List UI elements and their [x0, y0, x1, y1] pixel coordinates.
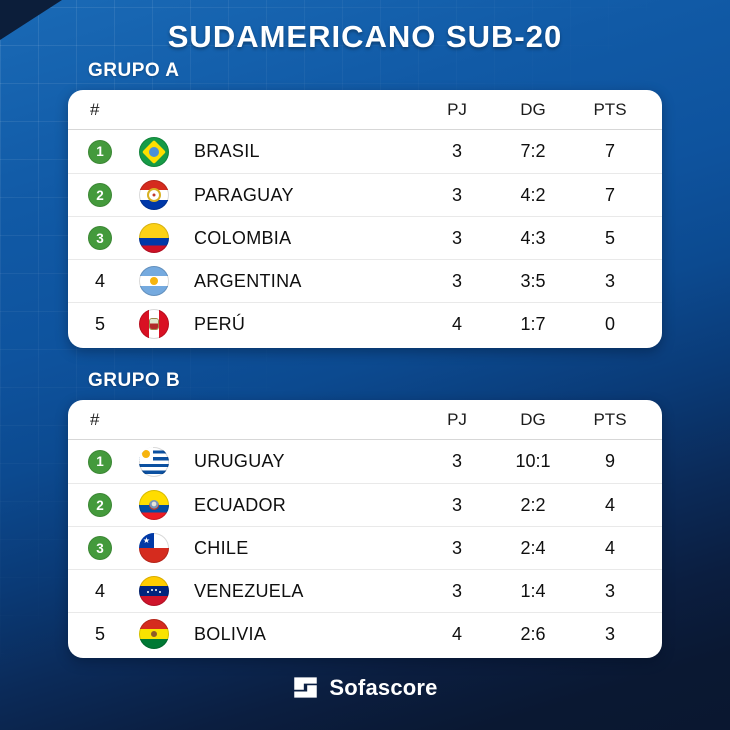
- group-b-label: GRUPO B: [88, 370, 181, 391]
- column-header-position: #: [90, 99, 100, 119]
- matches-played: 3: [451, 227, 462, 248]
- matches-played: 3: [451, 451, 462, 471]
- position-badge: 3: [88, 536, 112, 560]
- flag-paraguay-icon: [139, 180, 169, 210]
- team-name: PARAGUAY: [194, 184, 294, 205]
- column-header-pj: PJ: [447, 99, 467, 119]
- position-number: 5: [94, 623, 105, 644]
- goal-difference: 7:2: [520, 141, 546, 161]
- position-badge: 3: [88, 226, 112, 250]
- points: 7: [604, 184, 615, 205]
- column-header-dg: DG: [520, 409, 546, 429]
- team-name: ECUADOR: [194, 494, 287, 515]
- matches-played: 3: [451, 580, 462, 601]
- goal-difference: 2:6: [520, 623, 546, 644]
- position-number: 4: [94, 580, 105, 601]
- brand-footer: Sofascore: [0, 674, 730, 701]
- points: 3: [604, 623, 615, 644]
- team-name: ARGENTINA: [194, 270, 302, 291]
- goal-difference: 2:2: [520, 494, 546, 515]
- points: 4: [604, 494, 615, 515]
- team-name: BOLIVIA: [194, 623, 267, 644]
- table-row: 2 PARAGUAY 3 4:2 7: [68, 173, 662, 216]
- position-number: 5: [94, 313, 105, 334]
- column-header-pts: PTS: [593, 99, 627, 119]
- goal-difference: 4:3: [520, 227, 546, 248]
- group-b-table: # PJ DG PTS 1 URUGUAY 3 10:1 9 2 ECUADOR…: [68, 400, 662, 658]
- team-name: PERÚ: [194, 313, 246, 334]
- page-title: SUDAMERICANO SUB-20: [167, 19, 563, 54]
- matches-played: 3: [451, 184, 462, 205]
- position-badge: 2: [88, 183, 112, 207]
- position-badge: 1: [88, 139, 112, 164]
- table-row: 4 VENEZUELA 3 1:4 3: [68, 569, 662, 612]
- goal-difference: 10:1: [515, 451, 551, 471]
- position-badge: 2: [88, 493, 112, 517]
- table-header-row: # PJ DG PTS: [68, 400, 662, 440]
- points: 0: [604, 313, 615, 334]
- column-header-pts: PTS: [593, 409, 627, 429]
- brand-name: Sofascore: [329, 674, 438, 700]
- goal-difference: 4:2: [520, 184, 546, 205]
- table-row: 4 ARGENTINA 3 3:5 3: [68, 259, 662, 302]
- goal-difference: 2:4: [520, 537, 546, 558]
- position-number: 4: [94, 270, 105, 291]
- flag-ecuador-icon: [139, 490, 169, 520]
- team-name: BRASIL: [194, 141, 260, 161]
- flag-brasil-icon: [139, 136, 169, 167]
- column-header-dg: DG: [520, 99, 546, 119]
- table-row: 3 CHILE 3 2:4 4: [68, 526, 662, 569]
- table-header-row: # PJ DG PTS: [68, 90, 662, 130]
- matches-played: 3: [451, 537, 462, 558]
- group-a-table: # PJ DG PTS 1 BRASIL 3 7:2 7 2 PARAGUAY …: [68, 90, 662, 348]
- flag-peru-icon: [139, 309, 169, 339]
- position-badge: 1: [88, 449, 112, 474]
- table-row: 2 ECUADOR 3 2:2 4: [68, 483, 662, 526]
- table-row: 1 URUGUAY 3 10:1 9: [68, 440, 662, 483]
- goal-difference: 1:4: [520, 580, 546, 601]
- team-name: COLOMBIA: [194, 227, 292, 248]
- column-header-position: #: [90, 409, 100, 429]
- points: 7: [604, 141, 615, 161]
- matches-played: 4: [451, 623, 462, 644]
- table-row: 5 PERÚ 4 1:7 0: [68, 302, 662, 345]
- column-header-pj: PJ: [447, 409, 467, 429]
- flag-argentina-icon: [139, 266, 169, 296]
- points: 3: [604, 270, 615, 291]
- points: 4: [604, 537, 615, 558]
- table-row: 1 BRASIL 3 7:2 7: [68, 130, 662, 173]
- matches-played: 4: [451, 313, 462, 334]
- points: 9: [604, 451, 615, 471]
- flag-colombia-icon: [139, 223, 169, 253]
- matches-played: 3: [451, 141, 462, 161]
- corner-accent-shape: [0, 0, 62, 40]
- matches-played: 3: [451, 270, 462, 291]
- goal-difference: 3:5: [520, 270, 546, 291]
- team-name: VENEZUELA: [194, 580, 304, 601]
- team-name: URUGUAY: [194, 451, 285, 471]
- table-row: 5 BOLIVIA 4 2:6 3: [68, 612, 662, 655]
- goal-difference: 1:7: [520, 313, 546, 334]
- sofascore-logo-icon: [294, 677, 318, 698]
- group-a-label: GRUPO A: [88, 60, 180, 81]
- team-name: CHILE: [194, 537, 249, 558]
- matches-played: 3: [451, 494, 462, 515]
- points: 5: [604, 227, 615, 248]
- flag-bolivia-icon: [139, 619, 169, 649]
- flag-uruguay-icon: [139, 446, 169, 477]
- flag-chile-icon: [139, 533, 169, 563]
- table-row: 3 COLOMBIA 3 4:3 5: [68, 216, 662, 259]
- points: 3: [604, 580, 615, 601]
- flag-venezuela-icon: [139, 576, 169, 606]
